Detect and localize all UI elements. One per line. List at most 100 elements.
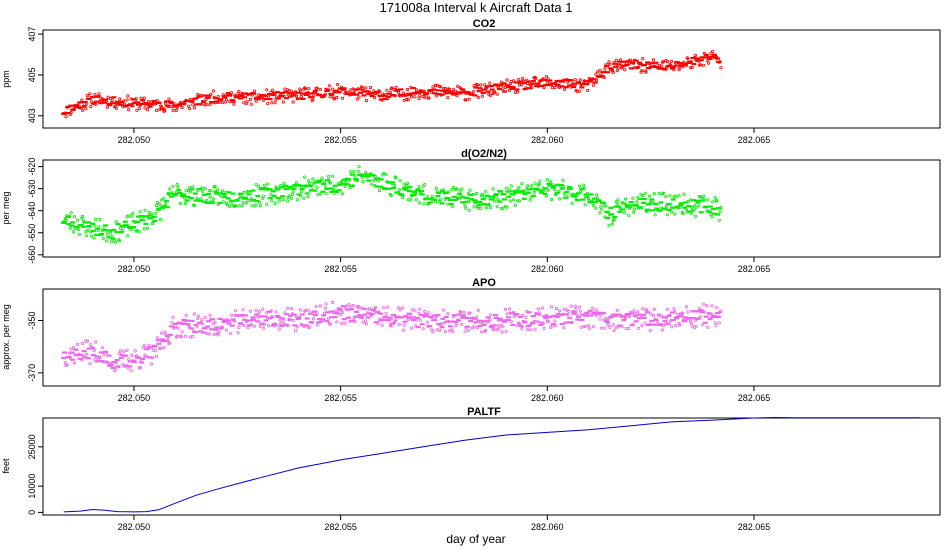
x-tick-label: 282.055 (324, 135, 357, 145)
data-point (615, 202, 619, 206)
data-point (549, 305, 554, 309)
data-point (479, 330, 484, 334)
data-point (467, 97, 471, 101)
data-point (540, 306, 545, 310)
data-point (402, 323, 406, 327)
data-point (505, 78, 509, 82)
data-point (509, 184, 513, 188)
data-point (577, 305, 582, 309)
data-point (298, 308, 303, 312)
data-point (85, 93, 90, 98)
data-point (331, 300, 335, 305)
data-point (282, 181, 286, 185)
data-point (701, 194, 706, 198)
data-point (421, 327, 425, 331)
data-point (698, 315, 703, 319)
data-point (228, 320, 232, 324)
data-point (291, 190, 295, 194)
data-point (456, 84, 460, 89)
data-point (135, 108, 139, 112)
data-point (384, 311, 388, 316)
data-point (368, 306, 372, 310)
data-point (677, 194, 681, 198)
data-point (106, 95, 110, 99)
data-point (604, 204, 608, 208)
data-point (315, 86, 319, 90)
data-point (183, 201, 187, 206)
data-point (430, 194, 434, 198)
data-point (307, 87, 311, 91)
data-point (171, 108, 175, 113)
panel-paltf-title: PALTF (467, 406, 501, 418)
data-point (562, 326, 566, 330)
data-point (702, 198, 707, 202)
x-tick-label: 282.065 (738, 135, 771, 145)
data-point (233, 319, 237, 323)
data-point (455, 94, 459, 98)
data-point (516, 199, 520, 203)
data-point (405, 97, 409, 102)
data-point (657, 191, 661, 195)
data-point (221, 200, 225, 204)
data-point (118, 97, 122, 101)
data-point (162, 345, 166, 350)
data-point (684, 207, 689, 211)
data-point (438, 198, 442, 202)
data-point (191, 185, 195, 189)
data-point (159, 218, 163, 222)
data-point (390, 86, 394, 90)
data-point (328, 95, 332, 99)
data-point (558, 308, 562, 313)
data-point (80, 358, 84, 362)
data-point (611, 70, 615, 75)
data-point (414, 191, 418, 195)
data-point (270, 101, 274, 105)
data-point (690, 205, 694, 209)
data-point (180, 330, 184, 334)
data-point (520, 326, 524, 331)
data-point (100, 346, 104, 350)
data-point (503, 307, 507, 312)
data-point (67, 215, 72, 219)
data-point (323, 306, 327, 310)
data-point (467, 208, 471, 212)
data-point (192, 312, 197, 316)
data-point (155, 108, 159, 113)
data-point (710, 304, 714, 308)
data-point (88, 361, 92, 366)
data-point (364, 99, 368, 103)
data-point (577, 184, 582, 188)
data-point (349, 305, 353, 309)
data-point (101, 236, 105, 240)
data-point (389, 324, 393, 328)
data-point (171, 184, 175, 188)
data-point (105, 105, 109, 109)
data-point (645, 308, 649, 312)
panel-paltf-frame (42, 417, 941, 516)
data-point (343, 321, 347, 325)
data-point (573, 78, 577, 82)
data-point (446, 96, 450, 100)
data-point (493, 199, 497, 203)
data-point (532, 190, 536, 194)
data-point (632, 61, 636, 65)
data-point (163, 109, 167, 113)
data-point (339, 312, 343, 317)
data-point (294, 94, 299, 98)
panel-co2-title: CO2 (473, 18, 496, 30)
data-point (365, 308, 369, 312)
data-point (643, 321, 647, 325)
data-point (368, 85, 373, 90)
data-point (701, 302, 706, 306)
data-point (598, 317, 602, 321)
data-point (209, 189, 213, 193)
data-point (285, 306, 289, 310)
x-tick-label: 282.055 (324, 393, 357, 403)
data-point (146, 100, 150, 104)
data-point (496, 323, 500, 328)
data-point (678, 66, 682, 70)
x-tick-label: 282.055 (324, 264, 357, 274)
data-point (179, 335, 183, 339)
data-point (277, 199, 281, 203)
data-point (517, 199, 522, 203)
